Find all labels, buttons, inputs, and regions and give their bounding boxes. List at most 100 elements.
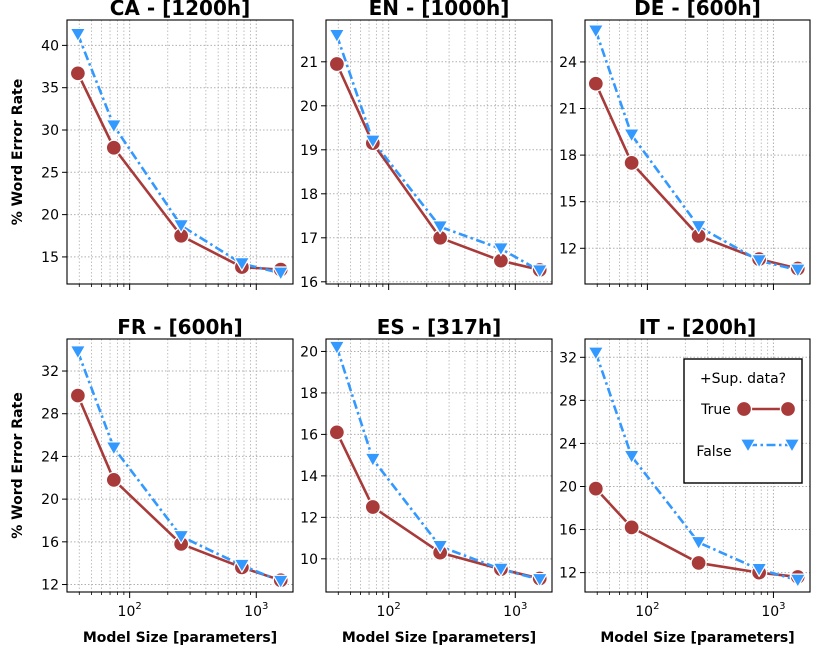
legend-label-false: False	[696, 444, 731, 460]
marker-false	[432, 539, 449, 554]
x-tick-label: 103	[761, 601, 785, 620]
series-line-false	[76, 351, 282, 583]
marker-false	[105, 119, 122, 134]
axes-frame	[325, 338, 553, 593]
legend-marker-true	[735, 400, 753, 418]
marker-false	[789, 573, 806, 588]
x-tick-label: 102	[635, 601, 659, 620]
marker-false	[328, 340, 345, 355]
x-axis-label: Model Size [parameters]	[342, 630, 536, 646]
marker-false	[69, 27, 86, 42]
legend: +Sup. data? True False	[683, 358, 803, 484]
plot-title: EN - [1000h]	[369, 0, 510, 20]
y-tick-label: 21	[300, 55, 318, 71]
plot-title: IT - [200h]	[639, 315, 757, 339]
marker-false	[623, 449, 640, 464]
y-tick-label: 28	[559, 393, 577, 409]
marker-false	[531, 572, 548, 588]
marker-true	[69, 387, 87, 404]
marker-true	[364, 498, 381, 516]
marker-true	[690, 554, 707, 572]
marker-true	[623, 519, 640, 536]
marker-true	[587, 75, 604, 92]
y-tick-label: 20	[300, 99, 318, 115]
marker-false	[690, 219, 707, 235]
marker-true	[69, 65, 87, 82]
y-tick-label: 18	[559, 148, 577, 164]
subplot-es: 10 12 14 16 18 20 102 103 ES - [317h] Model Size …	[300, 315, 553, 646]
y-tick-label: 35	[41, 81, 59, 97]
subplot-en: 16 17 18 19 20 21 EN - [1000h]	[300, 0, 553, 291]
y-tick-label: 24	[559, 436, 577, 452]
y-tick-label: 12	[559, 566, 577, 582]
x-tick-label: 103	[244, 601, 268, 620]
y-tick-label: 17	[300, 231, 318, 247]
marker-false	[623, 128, 640, 143]
y-tick-label: 20	[41, 208, 59, 224]
marker-false	[69, 345, 86, 360]
marker-false	[364, 134, 381, 149]
y-tick-label: 14	[300, 469, 318, 485]
y-axis-label: % Word Error Rate	[10, 79, 26, 225]
legend-marker-false	[783, 438, 801, 454]
y-tick-label: 32	[559, 350, 577, 366]
axes-frame	[66, 338, 294, 593]
x-tick-label: 102	[377, 601, 401, 620]
marker-false	[587, 24, 604, 39]
y-tick-label: 32	[41, 364, 59, 380]
axes-frame	[584, 338, 811, 593]
marker-false	[531, 264, 548, 279]
plot-title: DE - [600h]	[634, 0, 761, 20]
x-tick-label: 103	[503, 601, 527, 620]
y-tick-label: 20	[559, 479, 577, 495]
y-tick-label: 19	[300, 143, 318, 159]
legend-title: +Sup. data?	[700, 371, 786, 387]
y-tick-label: 12	[41, 578, 59, 594]
legend-marker-true	[779, 400, 797, 418]
marker-false	[272, 574, 289, 589]
marker-false	[751, 562, 768, 577]
marker-false	[432, 220, 449, 235]
y-tick-label: 20	[300, 344, 318, 360]
marker-false	[272, 266, 289, 281]
axes-frame	[584, 19, 811, 285]
plot-title: FR - [600h]	[117, 315, 243, 339]
y-tick-label: 20	[41, 492, 59, 508]
series-line-false	[76, 33, 282, 275]
marker-false	[789, 263, 806, 278]
marker-false	[173, 529, 190, 545]
y-tick-label: 18	[300, 386, 318, 402]
marker-false	[105, 441, 122, 456]
axes-frame	[66, 19, 294, 285]
y-tick-label: 25	[41, 165, 59, 181]
y-tick-label: 16	[559, 523, 577, 539]
x-tick-label: 102	[118, 601, 142, 620]
y-tick-label: 18	[300, 187, 318, 203]
series-line-false	[335, 34, 541, 272]
legend-label-true: True	[700, 402, 731, 418]
legend-box	[683, 358, 803, 484]
marker-false	[364, 452, 381, 467]
y-tick-label: 16	[300, 275, 318, 291]
y-tick-label: 30	[41, 123, 59, 139]
subplot-ca: 15 20 25 30 35 40 CA - [1200h] % Word Error Rat…	[10, 0, 294, 290]
y-tick-label: 15	[41, 250, 59, 266]
marker-false	[690, 535, 707, 551]
marker-false	[233, 558, 251, 573]
y-tick-label: 16	[41, 535, 59, 551]
marker-true	[328, 424, 346, 441]
x-axis-label: Model Size [parameters]	[83, 630, 277, 646]
legend-marker-false	[739, 438, 757, 454]
y-tick-label: 12	[300, 510, 318, 526]
marker-true	[105, 471, 122, 489]
y-tick-label: 10	[300, 552, 318, 568]
marker-false	[492, 562, 510, 577]
marker-false	[751, 254, 768, 269]
marker-false	[233, 257, 251, 272]
subplot-it: 12 16 20 24 28 32 102 103 IT - [200h] Model Size …	[559, 315, 811, 646]
marker-true	[587, 480, 604, 497]
axes-frame	[325, 19, 553, 285]
plot-title: CA - [1200h]	[110, 0, 251, 20]
y-tick-label: 24	[41, 449, 59, 465]
marker-true	[105, 139, 122, 156]
